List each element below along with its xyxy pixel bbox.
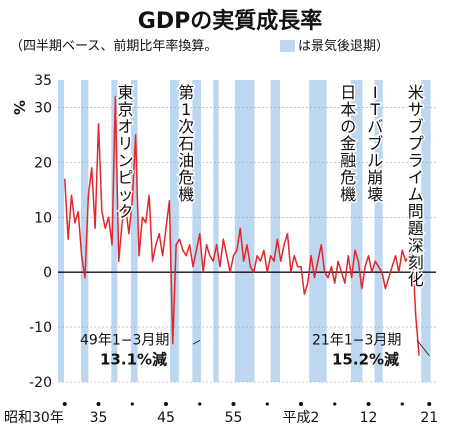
callout-value: 15.2%減: [332, 350, 399, 368]
callout-leader: [416, 340, 430, 356]
x-tick-dot: [96, 402, 101, 406]
chart-subtitle: （四半期ベース、前期比年率換算。: [10, 38, 217, 54]
event-annotation-text: 東京オリンピック: [117, 83, 133, 221]
recession-band: [130, 80, 138, 382]
callout-value: 13.1%減: [100, 350, 167, 368]
plot-area: 35 30 20 10 0 -10 -20 昭和30年 35 45 55 平成2 12 21 東京オリンピッ…: [4, 73, 438, 426]
x-tick-label: 45: [157, 410, 175, 426]
x-minor-dot: [198, 402, 202, 406]
y-tick-label: 10: [34, 210, 52, 226]
callout-period: 49年1−3月期: [80, 332, 169, 348]
x-minor-dot: [400, 402, 404, 406]
recession-band: [111, 80, 118, 382]
callout-period: 21年1−3月期: [312, 332, 401, 348]
event-annotation-text: I T バブル崩壊: [367, 83, 383, 204]
recession-band: [374, 80, 383, 382]
recession-band: [170, 80, 179, 382]
x-tick-dot: [366, 402, 371, 406]
x-tick-label: 21: [420, 410, 438, 426]
chart-title: GDPの実質成長率: [138, 8, 322, 34]
gdp-series-line: [64, 95, 420, 356]
x-minor-dot: [130, 402, 134, 406]
legend-label: は景気後退期）: [298, 38, 389, 54]
event-annotation: 東京オリンピック: [116, 82, 135, 223]
x-tick-label: 55: [225, 410, 243, 426]
recession-band: [234, 80, 255, 382]
y-tick-label: -20: [29, 375, 52, 391]
y-tick-label: 35: [34, 73, 52, 89]
x-tick-label: 平成2: [283, 410, 320, 426]
recession-band: [80, 80, 89, 382]
subtitle-row: （四半期ベース、前期比年率換算。 は景気後退期）: [10, 38, 389, 54]
recession-band: [421, 80, 431, 382]
recession-legend-swatch: [280, 40, 295, 52]
y-tick-label: 30: [34, 100, 52, 116]
x-tick-label: 昭和30年: [4, 410, 64, 426]
recession-band: [192, 80, 202, 382]
x-tick-dot: [427, 402, 432, 406]
recession-band: [350, 80, 363, 382]
event-annotation-text: 第 1 次石油危機: [178, 83, 194, 204]
x-minor-dot: [333, 402, 337, 406]
recession-band: [213, 80, 219, 382]
event-annotation: 第 1 次石油危機: [177, 82, 196, 206]
callout: 21年1−3月期 15.2%減: [312, 332, 430, 368]
event-annotation-text: 日本の金融危機: [340, 83, 356, 204]
x-tick-dot: [231, 402, 236, 406]
y-tick-label: -10: [29, 320, 52, 336]
event-annotation-text: 米サブプライム問題深刻化: [408, 83, 424, 289]
callout-leader: [192, 339, 201, 345]
recession-band: [309, 80, 327, 382]
x-tick-dot: [299, 402, 303, 406]
x-tick-dot: [164, 402, 168, 406]
event-annotation: 米サブプライム問題深刻化: [406, 82, 425, 291]
y-unit-label: %: [10, 100, 28, 115]
recession-band: [58, 80, 65, 382]
x-minor-dot: [265, 402, 269, 406]
y-tick-label: 20: [34, 155, 52, 171]
event-annotation: I T バブル崩壊: [366, 82, 385, 206]
x-tick-label: 12: [360, 410, 378, 426]
y-tick-label: 0: [43, 265, 52, 281]
x-tick-dot: [62, 402, 67, 406]
recession-band: [270, 80, 281, 382]
event-annotation: 日本の金融危機: [339, 82, 358, 206]
x-tick-label: 35: [90, 410, 108, 426]
callout: 49年1−3月期 13.1%減: [80, 332, 201, 368]
